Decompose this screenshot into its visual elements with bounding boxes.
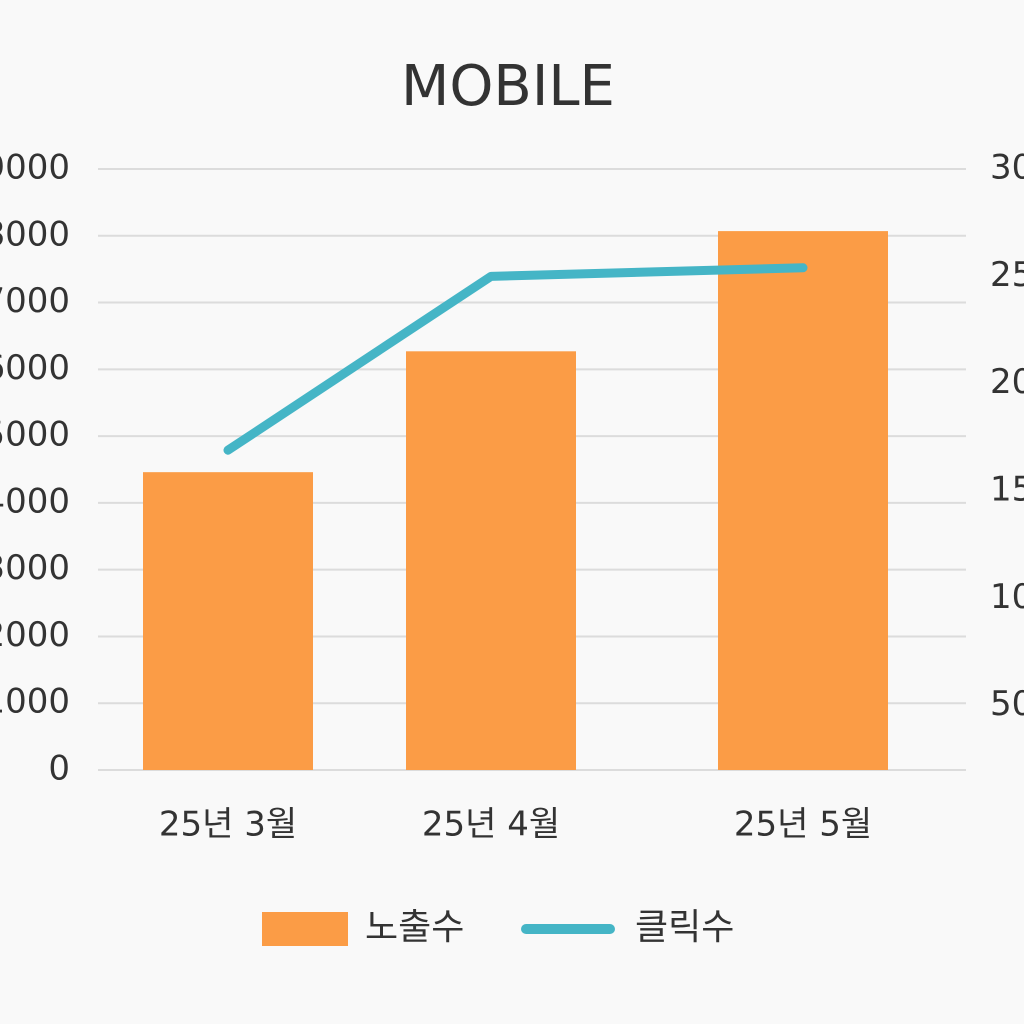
y2-tick-label: 3000 [990, 148, 1024, 188]
y-tick-label: 0 [48, 749, 70, 789]
y-tick-label: 7000 [0, 281, 70, 321]
y-tick-label: 2000 [0, 615, 70, 655]
y-tick-label: 8000 [0, 214, 70, 254]
legend-label: 클릭수 [635, 907, 734, 948]
y2-tick-label: 2500 [990, 255, 1024, 295]
y2-tick-label: 1500 [990, 469, 1024, 509]
bar [718, 231, 888, 770]
line [223, 263, 808, 455]
y-tick-label: 4000 [0, 481, 70, 521]
x-tick-label: 25년 5월 [734, 805, 872, 845]
y-tick-label: 9000 [0, 148, 70, 188]
y-tick-label: 3000 [0, 548, 70, 588]
y-tick-label: 6000 [0, 348, 70, 388]
bar [143, 472, 313, 770]
y2-tick-label: 1000 [990, 577, 1024, 617]
y2-tick-label: 2000 [990, 362, 1024, 402]
x-tick-label: 25년 3월 [159, 805, 297, 845]
legend-label: 노출수 [365, 907, 464, 948]
x-tick-label: 25년 4월 [422, 805, 560, 845]
y2-tick-label: 500 [990, 684, 1024, 724]
y-tick-label: 5000 [0, 415, 70, 455]
legend-swatch [262, 912, 348, 946]
bar [406, 351, 576, 770]
y-tick-label: 1000 [0, 682, 70, 722]
chart-title: MOBILE [401, 54, 615, 119]
